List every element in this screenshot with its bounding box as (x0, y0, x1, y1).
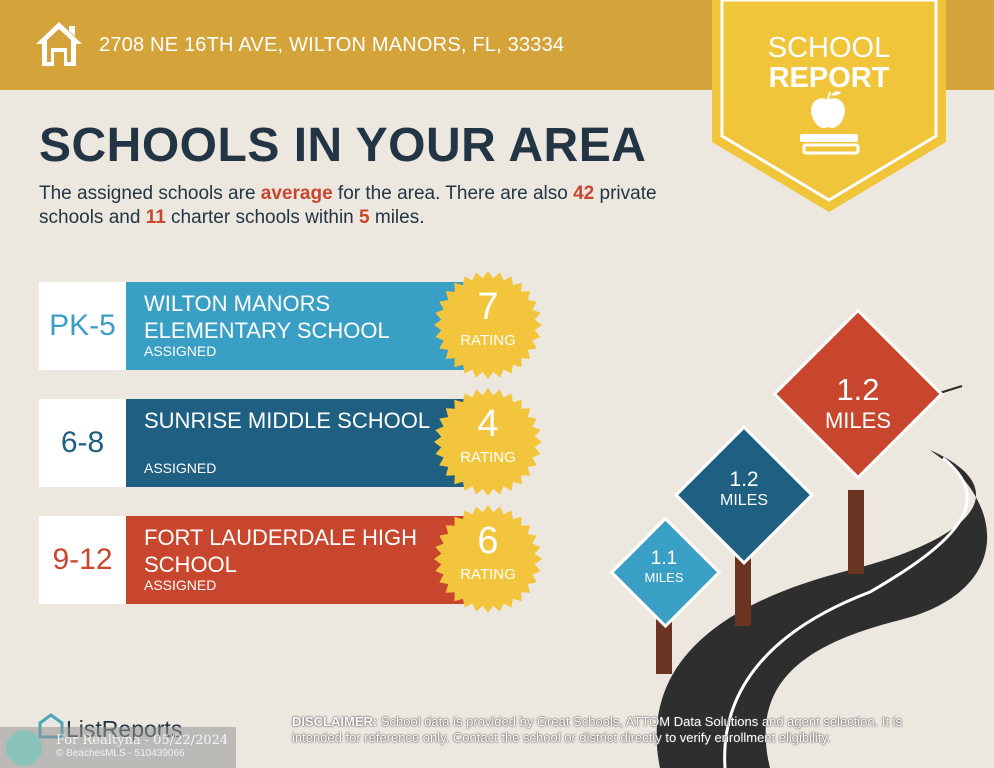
rating-seal: 6 RATING (433, 504, 543, 614)
rating-seal: 7 RATING (433, 270, 543, 380)
sign-label: 1.2 MILES (719, 468, 768, 509)
rating-value: 7 (477, 286, 499, 328)
rating-label: RATING (460, 566, 516, 583)
school-bar: SUNRISE MIDDLE SCHOOL ASSIGNED (126, 399, 471, 487)
badge-line2: REPORT (768, 62, 890, 94)
school-status: ASSIGNED (144, 460, 217, 476)
school-bar: FORT LAUDERDALE HIGH SCHOOL ASSIGNED (126, 516, 471, 604)
disclaimer: DISCLAIMER: School data is provided by G… (292, 714, 903, 745)
private-count: 42 (573, 183, 595, 204)
watermark-line1: For Realtyna - 05/22/2024 (56, 733, 229, 748)
property-address: 2708 NE 16TH AVE, WILTON MANORS, FL, 333… (99, 34, 565, 56)
seal-shape (434, 271, 542, 379)
school-row: 9-12 FORT LAUDERDALE HIGH SCHOOL ASSIGNE… (39, 516, 471, 604)
school-name: SUNRISE MIDDLE SCHOOL (144, 408, 431, 433)
seal-shape (434, 388, 542, 496)
rating-label: RATING (460, 449, 516, 466)
school-bar: WILTON MANORS ELEMENTARY SCHOOL ASSIGNED (126, 282, 471, 370)
school-row: PK-5 WILTON MANORS ELEMENTARY SCHOOL ASS… (39, 282, 471, 370)
page-title: SCHOOLS IN YOUR AREA (39, 119, 647, 172)
grade-range: 9-12 (39, 516, 126, 604)
school-status: ASSIGNED (144, 343, 217, 359)
grade-range: 6-8 (39, 399, 126, 487)
sign-label: 1.1 MILES (644, 548, 684, 585)
radius-miles: 5 (359, 207, 370, 228)
road-illustration (609, 308, 988, 768)
charter-count: 11 (145, 207, 166, 228)
rating-label: RATING (460, 332, 516, 349)
school-name: WILTON MANORS ELEMENTARY SCHOOL (144, 291, 390, 343)
apple-icon (811, 91, 845, 128)
sign-label: 1.2 MILES (824, 372, 892, 433)
rating-seal: 4 RATING (433, 387, 543, 497)
seal-shape (434, 505, 542, 613)
grade-range: PK-5 (39, 282, 126, 370)
sign-1-2-miles (673, 424, 815, 566)
quality-highlight: average (260, 183, 333, 204)
rating-value: 4 (477, 403, 499, 445)
watermark-line2: © BeachesMLS - 510439066 (56, 748, 185, 759)
books-icon (800, 134, 860, 155)
badge-line1: SCHOOL (767, 32, 891, 64)
sign-1-1-miles (609, 516, 722, 629)
school-report-badge (712, 0, 946, 212)
home-icon (36, 22, 82, 66)
intro-text: The assigned schools are average for the… (39, 183, 657, 228)
school-status: ASSIGNED (144, 577, 217, 593)
sign-1-2-miles-large (772, 308, 944, 480)
school-row: 6-8 SUNRISE MIDDLE SCHOOL ASSIGNED (39, 399, 471, 487)
watermark-logo (6, 730, 42, 766)
school-name: FORT LAUDERDALE HIGH SCHOOL (144, 525, 418, 577)
rating-value: 6 (477, 520, 499, 562)
